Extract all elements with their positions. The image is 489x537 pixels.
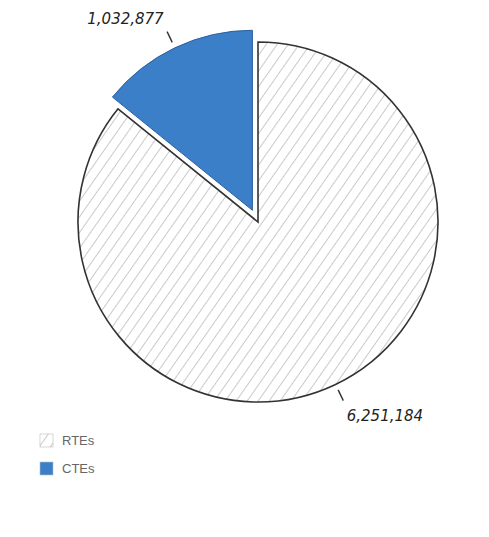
- leader-line: [167, 32, 172, 43]
- data-label: 6,251,184: [347, 407, 423, 425]
- leader-line: [338, 390, 343, 401]
- legend-label: RTEs: [62, 433, 95, 448]
- legend-label: CTEs: [62, 461, 95, 476]
- chart: 6,251,184 1,032,877 RTEs CTEs: [0, 0, 489, 537]
- pie-slice: [112, 30, 252, 210]
- legend-swatch: [40, 462, 53, 475]
- legend-swatch: [40, 434, 53, 447]
- data-label: 1,032,877: [87, 10, 164, 28]
